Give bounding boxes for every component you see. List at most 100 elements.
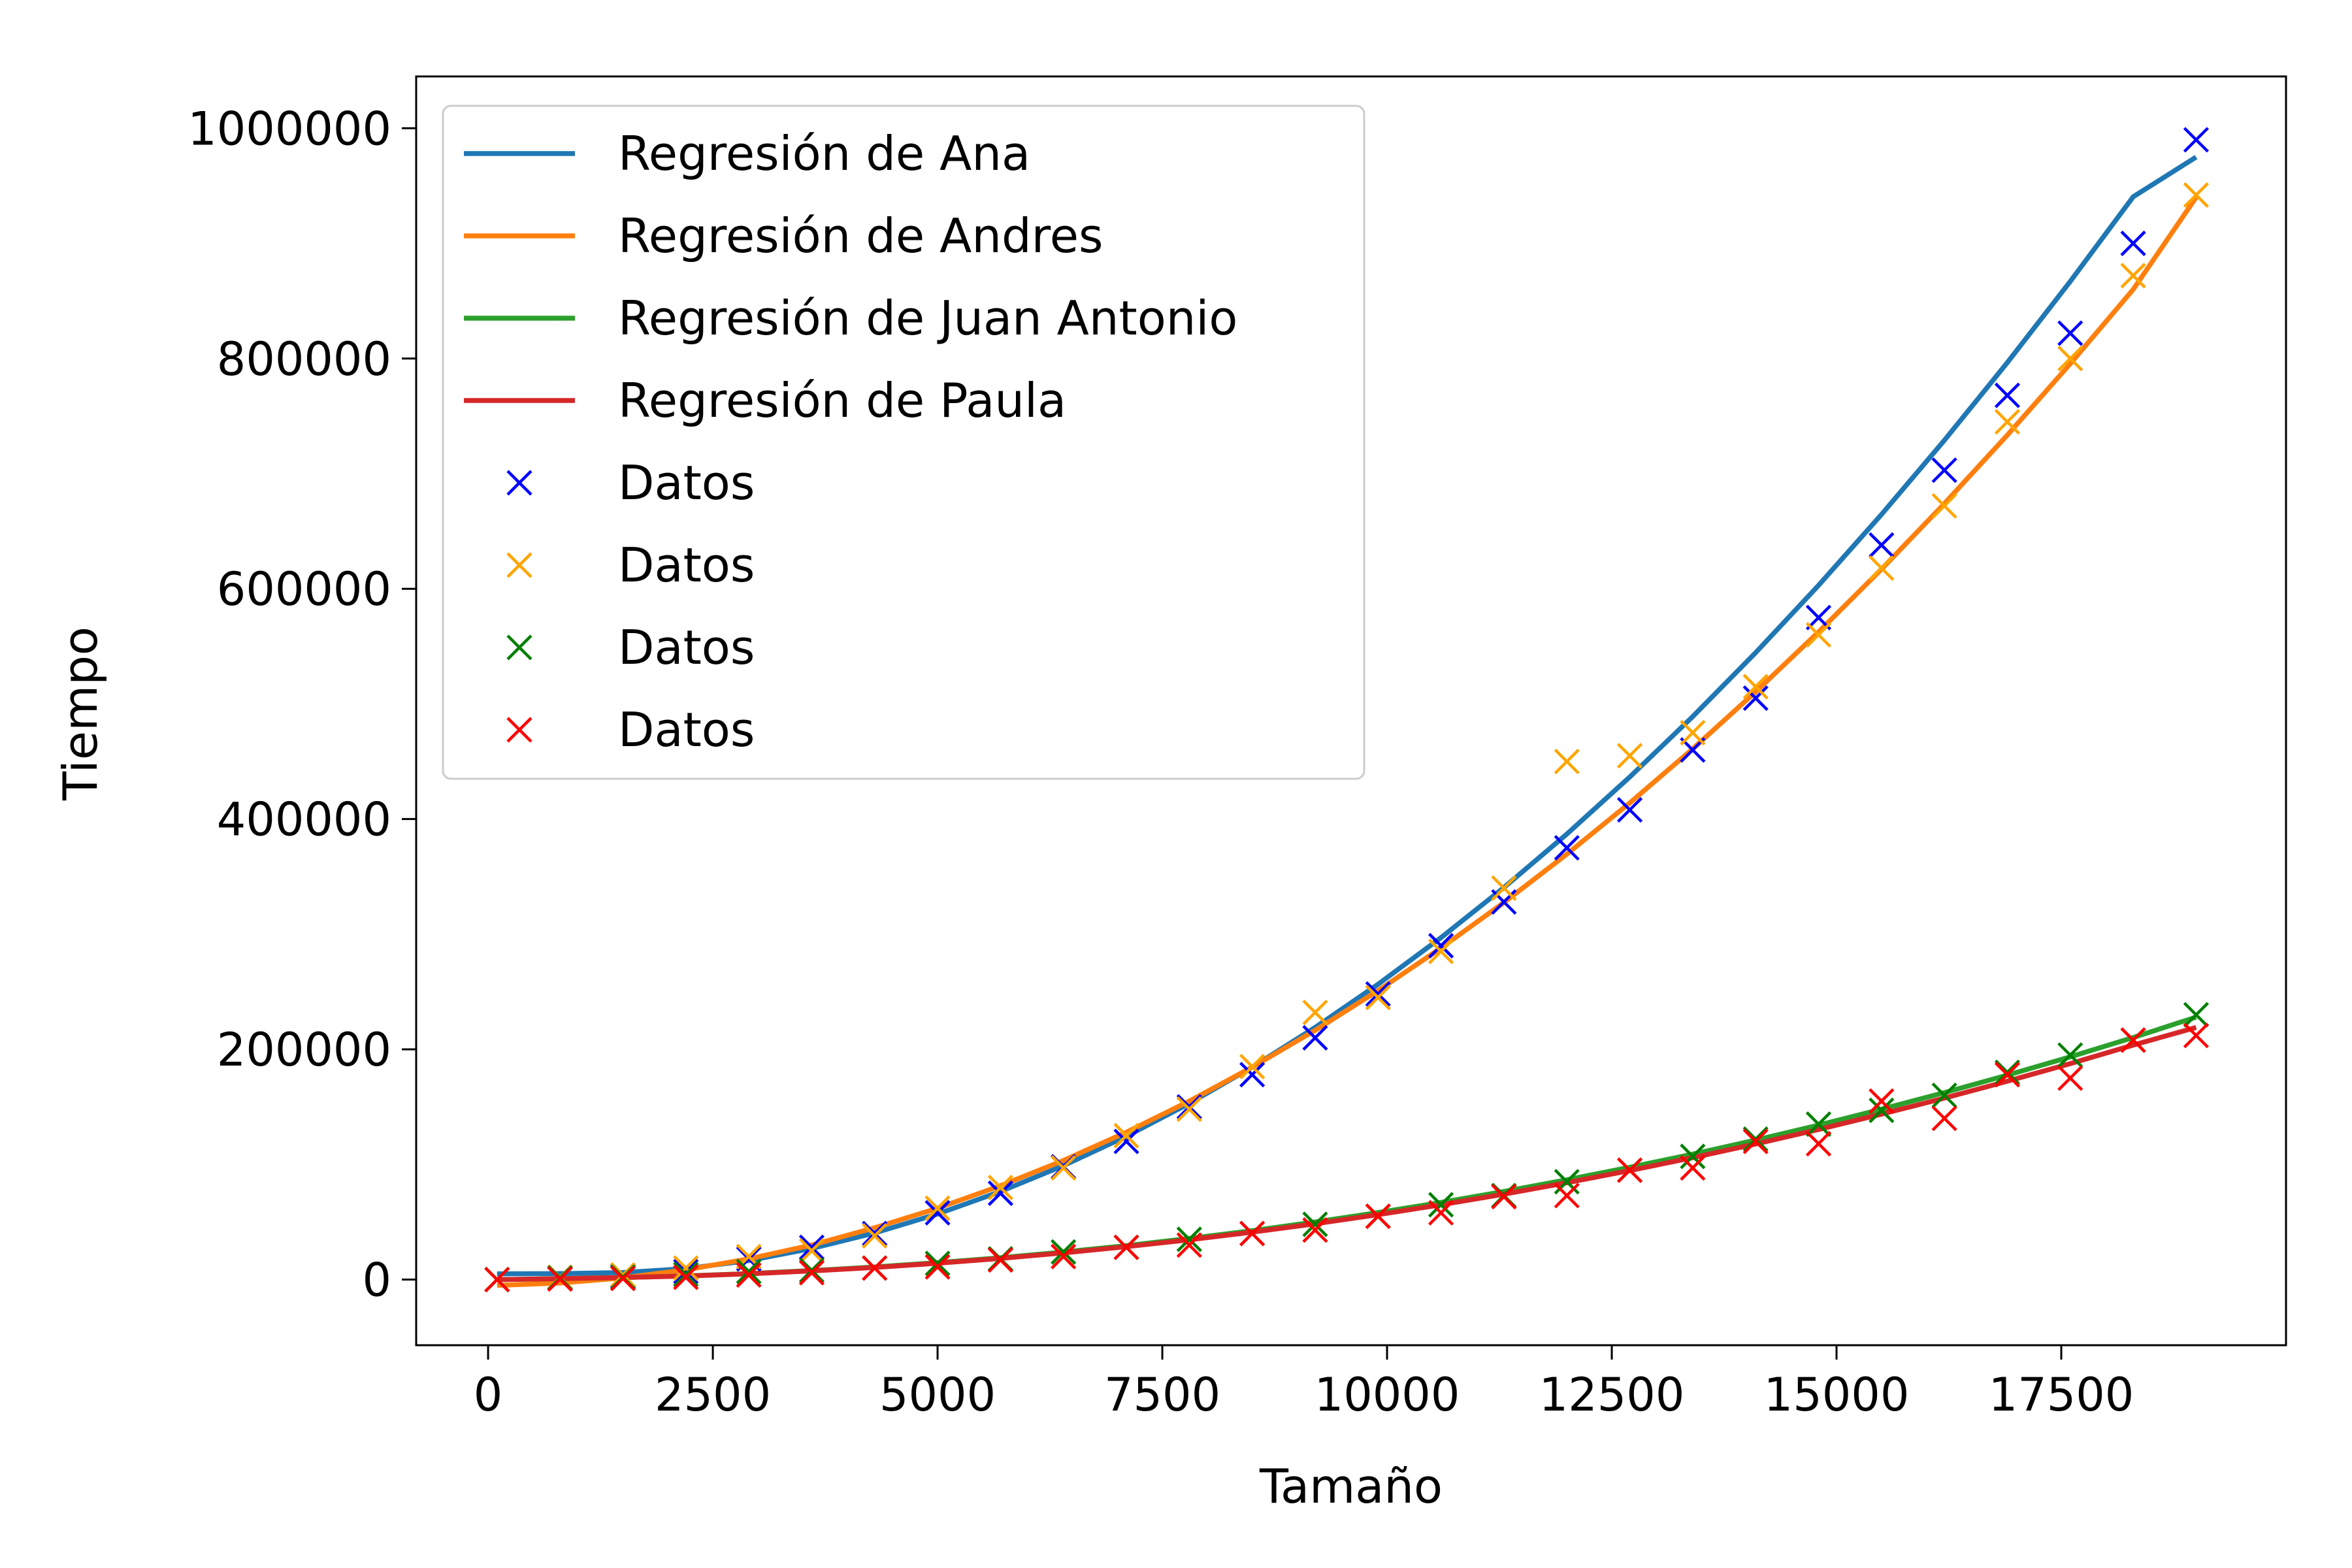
x-tick-label: 15000 xyxy=(1764,1368,1910,1422)
y-tick-label: 0 xyxy=(362,1254,391,1307)
data-point xyxy=(1742,685,1769,711)
data-point xyxy=(2057,1065,2083,1091)
data-point xyxy=(1994,1062,2021,1088)
legend-item: Regresión de Juan Antonio xyxy=(464,291,1237,346)
data-point xyxy=(1742,1128,1769,1154)
x-tick-label: 5000 xyxy=(879,1368,996,1422)
legend-item: Datos xyxy=(506,538,755,593)
legend-swatch-marker xyxy=(506,634,532,661)
legend-label: Regresión de Ana xyxy=(618,126,1030,181)
data-point xyxy=(2120,1027,2146,1053)
legend-label: Regresión de Andres xyxy=(618,208,1103,263)
x-tick-label: 7500 xyxy=(1104,1368,1220,1422)
data-point xyxy=(1616,796,1643,823)
data-point xyxy=(1113,1234,1139,1260)
data-point xyxy=(484,1266,510,1293)
x-tick-label: 2500 xyxy=(655,1368,771,1422)
data-point xyxy=(1680,1143,1706,1169)
x-axis-label: Tamaño xyxy=(1259,1459,1443,1514)
legend-item: Datos xyxy=(506,455,755,510)
y-tick-label: 1000000 xyxy=(188,102,391,155)
data-point xyxy=(1176,1094,1202,1120)
data-point xyxy=(1428,1200,1454,1226)
data-point xyxy=(1931,493,1957,519)
data-point xyxy=(610,1262,636,1288)
data-point xyxy=(798,1234,825,1260)
data-point xyxy=(1113,1122,1139,1149)
data-point xyxy=(2183,1022,2209,1049)
y-axis-label: Tiempo xyxy=(53,627,108,801)
data-point xyxy=(1302,1024,1328,1051)
legend-item: Regresión de Andres xyxy=(464,208,1103,263)
data-point xyxy=(798,1260,825,1286)
data-point xyxy=(1051,1243,1077,1269)
legend-swatch-marker xyxy=(506,552,532,578)
data-point xyxy=(924,1195,951,1221)
series-points-datos-2 xyxy=(484,182,2209,1293)
data-point xyxy=(2183,127,2209,153)
data-point xyxy=(1554,1183,1580,1209)
plot-area xyxy=(484,127,2209,1293)
data-point xyxy=(673,1255,699,1281)
data-point xyxy=(2120,263,2146,289)
data-point xyxy=(673,1264,699,1290)
series-line-regresion-de-paula xyxy=(497,1024,2197,1282)
legend-label: Datos xyxy=(618,538,755,593)
data-point xyxy=(1176,1232,1202,1258)
data-point xyxy=(736,1258,762,1284)
data-point xyxy=(673,1258,699,1284)
legend-item: Regresión de Paula xyxy=(464,373,1066,428)
x-tick-label: 10000 xyxy=(1315,1368,1460,1422)
data-point xyxy=(1869,1097,1895,1124)
data-point xyxy=(1365,1203,1391,1230)
plot-frame xyxy=(415,75,2287,1347)
data-point xyxy=(1302,1217,1328,1243)
series-line-regresion-de-andres xyxy=(497,195,2198,1288)
data-point xyxy=(1554,835,1580,861)
data-point xyxy=(1239,1220,1266,1247)
legend-swatch-marker xyxy=(506,717,532,743)
y-axis: 0 200000 400000 600000 800000 1000000 xyxy=(188,102,416,1307)
data-point xyxy=(1869,532,1895,558)
data-point xyxy=(1742,1126,1769,1152)
legend-label: Datos xyxy=(618,455,755,510)
data-point xyxy=(2057,346,2083,372)
data-point xyxy=(987,1180,1013,1206)
data-point xyxy=(1176,1096,1202,1122)
y-tick-label: 400000 xyxy=(217,793,391,847)
data-point xyxy=(1931,1105,1957,1132)
data-point xyxy=(673,1262,699,1288)
data-point xyxy=(1805,1131,1832,1157)
legend-label: Regresión de Juan Antonio xyxy=(618,291,1237,346)
data-point xyxy=(862,1220,888,1247)
data-point xyxy=(1742,674,1769,700)
data-point xyxy=(1869,1088,1895,1114)
legend-box xyxy=(442,105,1365,780)
data-point xyxy=(1491,875,1517,901)
data-point xyxy=(2183,182,2209,208)
data-point xyxy=(798,1257,825,1284)
data-point xyxy=(1365,981,1391,1007)
data-point xyxy=(2057,1042,2083,1068)
data-point xyxy=(1302,1000,1328,1026)
data-point xyxy=(736,1262,762,1288)
data-point xyxy=(1365,985,1391,1011)
data-point xyxy=(2057,320,2083,346)
data-point xyxy=(1994,1059,2021,1085)
data-point xyxy=(862,1255,888,1281)
data-point xyxy=(862,1222,888,1249)
data-point xyxy=(2120,230,2146,257)
data-point xyxy=(1805,1111,1832,1137)
data-point xyxy=(2183,1002,2209,1028)
legend: Regresión de Ana Regresión de Andres Regre… xyxy=(442,105,1365,780)
x-tick-label: 12500 xyxy=(1539,1368,1685,1422)
legend-item: Datos xyxy=(506,620,755,675)
data-point xyxy=(1239,1053,1266,1080)
x-tick-label: 0 xyxy=(474,1368,503,1422)
y-tick-label: 200000 xyxy=(217,1023,391,1077)
data-point xyxy=(1491,1184,1517,1210)
data-point xyxy=(610,1266,636,1292)
series-line-regresion-de-ana xyxy=(497,155,2198,1277)
data-point xyxy=(1176,1226,1202,1252)
data-point xyxy=(1680,719,1706,746)
